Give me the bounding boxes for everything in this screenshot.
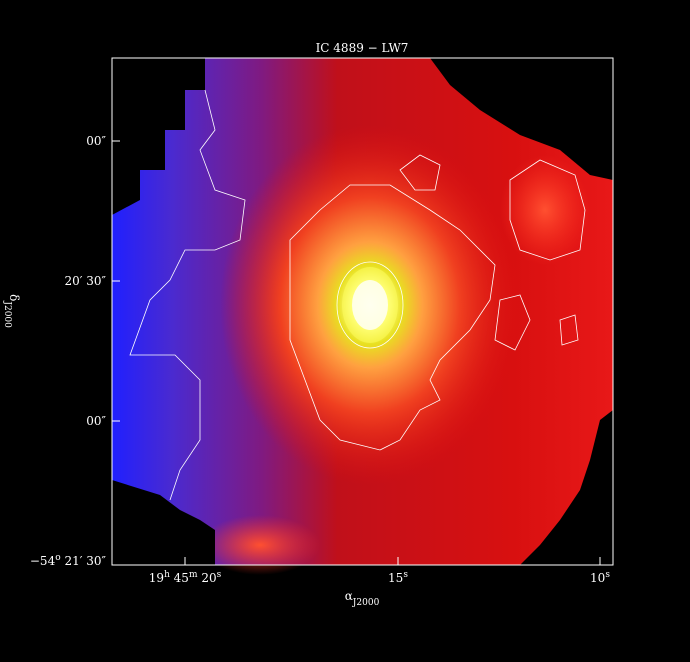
label-part: 45	[170, 571, 189, 585]
label-part: h	[164, 570, 170, 580]
y-tick-label: 00″	[86, 414, 106, 428]
label-part: s	[403, 570, 408, 580]
y-tick-labels: 00″ 20′ 30″ 00″ −54o 21′ 30″	[30, 134, 107, 568]
label-part: s	[217, 570, 222, 580]
x-tick-labels: 19h 45m 20s 15s 10s	[149, 570, 611, 585]
label-part: 00″	[86, 134, 106, 148]
y-tick-label: 20′ 30″	[64, 274, 106, 288]
label-part: J2000	[352, 598, 380, 608]
x-tick-label: 15s	[388, 570, 408, 585]
label-part: o	[55, 553, 60, 563]
label-part: 20′ 30″	[64, 274, 106, 288]
y-tick-label: 00″	[86, 134, 106, 148]
label-part: 00″	[86, 414, 106, 428]
image	[112, 58, 613, 575]
label-part: α	[345, 589, 353, 603]
x-tick-label: 19h 45m 20s	[149, 570, 222, 585]
label-part: m	[189, 570, 198, 580]
title: IC 4889 − LW7	[316, 41, 409, 55]
label-part: 10	[590, 571, 605, 585]
ticks	[112, 140, 601, 565]
x-tick-label: 10s	[590, 570, 610, 585]
label-part: δ	[7, 294, 21, 301]
y-tick-label: −54o 21′ 30″	[30, 553, 107, 568]
label-part: J2000	[2, 300, 12, 328]
frame	[111, 57, 614, 566]
label-part: 20	[198, 571, 217, 585]
x-axis-label: αJ2000	[345, 589, 380, 608]
label-part: 19	[149, 571, 164, 585]
label-part: 15	[388, 571, 403, 585]
y-axis-label: δJ2000	[2, 294, 21, 328]
label-part: −54	[30, 554, 56, 568]
label-part: s	[605, 570, 610, 580]
label-part: 21′ 30″	[61, 554, 107, 568]
